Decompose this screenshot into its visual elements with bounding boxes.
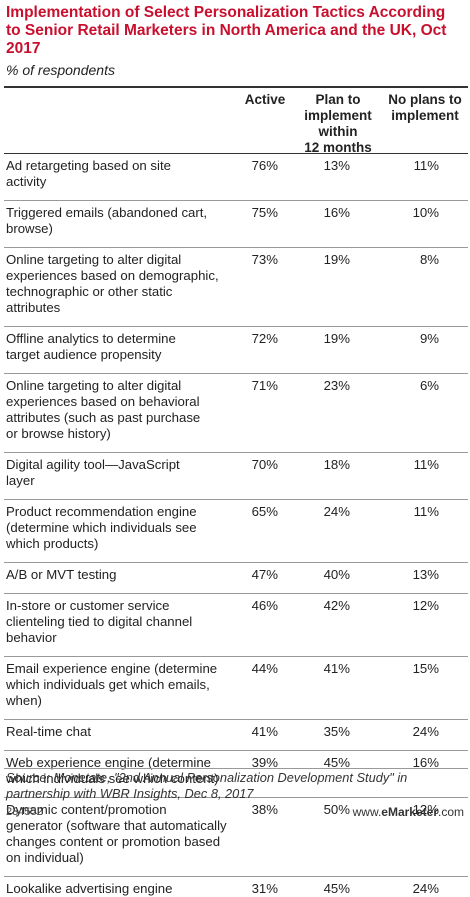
column-header-active: Active xyxy=(244,92,286,107)
value-plan-to-implement: 35% xyxy=(323,724,350,739)
value-active: 41% xyxy=(251,724,278,739)
brand-prefix: www. xyxy=(352,805,382,819)
row-label: A/B or MVT testing xyxy=(6,567,117,582)
value-active: 38% xyxy=(251,802,278,817)
value-plan-to-implement: 42% xyxy=(323,598,350,613)
value-active: 75% xyxy=(251,205,278,220)
value-plan-to-implement: 50% xyxy=(323,802,350,817)
row-label: Ad retargeting based on site activity xyxy=(6,158,171,189)
value-no-plans: 11% xyxy=(413,504,439,519)
brand-logo: www.eMarketer.com xyxy=(353,805,464,819)
value-no-plans: 12% xyxy=(412,598,439,613)
value-active: 73% xyxy=(251,252,278,267)
value-no-plans: 15% xyxy=(412,661,439,676)
value-no-plans: 16% xyxy=(412,755,439,770)
row-label: Online targeting to alter digital experi… xyxy=(6,378,201,441)
chart-title: Implementation of Select Personalization… xyxy=(6,4,447,57)
row-label: Real-time chat xyxy=(6,724,92,739)
row-label: In-store or customer service clienteling… xyxy=(6,598,193,645)
value-no-plans: 11% xyxy=(413,457,439,472)
row-separator xyxy=(4,656,468,657)
row-separator xyxy=(4,373,468,374)
column-header-plan-to-implement: Plan to implement within 12 months xyxy=(304,92,372,155)
row-separator xyxy=(4,200,468,201)
row-label: Email experience engine (determine which… xyxy=(6,661,218,708)
row-separator xyxy=(4,562,468,563)
row-label: Digital agility tool—JavaScript layer xyxy=(6,457,180,488)
brand-name: eMarketer xyxy=(381,805,438,819)
value-active: 65% xyxy=(251,504,278,519)
row-label: Online targeting to alter digital experi… xyxy=(6,252,219,315)
value-plan-to-implement: 18% xyxy=(323,457,350,472)
value-plan-to-implement: 16% xyxy=(323,205,350,220)
value-no-plans: 8% xyxy=(419,252,439,267)
value-no-plans: 24% xyxy=(412,881,439,896)
value-active: 76% xyxy=(251,158,278,173)
row-label: Triggered emails (abandoned cart, browse… xyxy=(6,205,208,236)
value-plan-to-implement: 23% xyxy=(323,378,350,393)
row-separator xyxy=(4,499,468,500)
value-active: 70% xyxy=(251,457,278,472)
chart-id: 234552 xyxy=(6,806,43,818)
value-plan-to-implement: 41% xyxy=(323,661,350,676)
header-rule xyxy=(4,86,468,88)
row-separator xyxy=(4,326,468,327)
row-separator xyxy=(4,719,468,720)
value-active: 47% xyxy=(251,567,278,582)
value-no-plans: 12% xyxy=(412,802,439,817)
row-separator xyxy=(4,750,468,751)
value-plan-to-implement: 45% xyxy=(323,881,350,896)
value-no-plans: 13% xyxy=(412,567,439,582)
value-plan-to-implement: 19% xyxy=(323,252,350,267)
value-plan-to-implement: 40% xyxy=(323,567,350,582)
value-active: 46% xyxy=(251,598,278,613)
value-no-plans: 6% xyxy=(419,378,439,393)
row-separator xyxy=(4,797,468,798)
value-plan-to-implement: 13% xyxy=(323,158,350,173)
value-active: 71% xyxy=(251,378,278,393)
value-active: 72% xyxy=(251,331,278,346)
source-note: Source: Monetate, "2nd Annual Personaliz… xyxy=(6,770,408,801)
value-plan-to-implement: 45% xyxy=(323,755,350,770)
value-no-plans: 11% xyxy=(413,158,439,173)
footer-rule xyxy=(4,768,468,769)
column-header-no-plans: No plans to implement xyxy=(388,92,462,123)
row-separator xyxy=(4,876,468,877)
chart-container: Implementation of Select Personalization… xyxy=(4,4,468,896)
value-no-plans: 10% xyxy=(412,205,439,220)
brand-suffix: .com xyxy=(437,805,464,819)
row-separator xyxy=(4,452,468,453)
row-separator xyxy=(4,247,468,248)
value-plan-to-implement: 24% xyxy=(323,504,350,519)
value-no-plans: 24% xyxy=(412,724,439,739)
row-label: Lookalike advertising engine xyxy=(6,881,173,896)
value-active: 39% xyxy=(251,755,278,770)
value-plan-to-implement: 19% xyxy=(323,331,350,346)
value-no-plans: 9% xyxy=(419,331,439,346)
row-label: Product recommendation engine (determine… xyxy=(6,504,197,551)
value-active: 31% xyxy=(251,881,278,896)
value-active: 44% xyxy=(251,661,278,676)
chart-subtitle: % of respondents xyxy=(6,62,115,78)
row-separator xyxy=(4,593,468,594)
row-label: Offline analytics to determine target au… xyxy=(6,331,176,362)
row-separator xyxy=(4,153,468,154)
row-label: Web experience engine (determine which i… xyxy=(6,755,219,786)
